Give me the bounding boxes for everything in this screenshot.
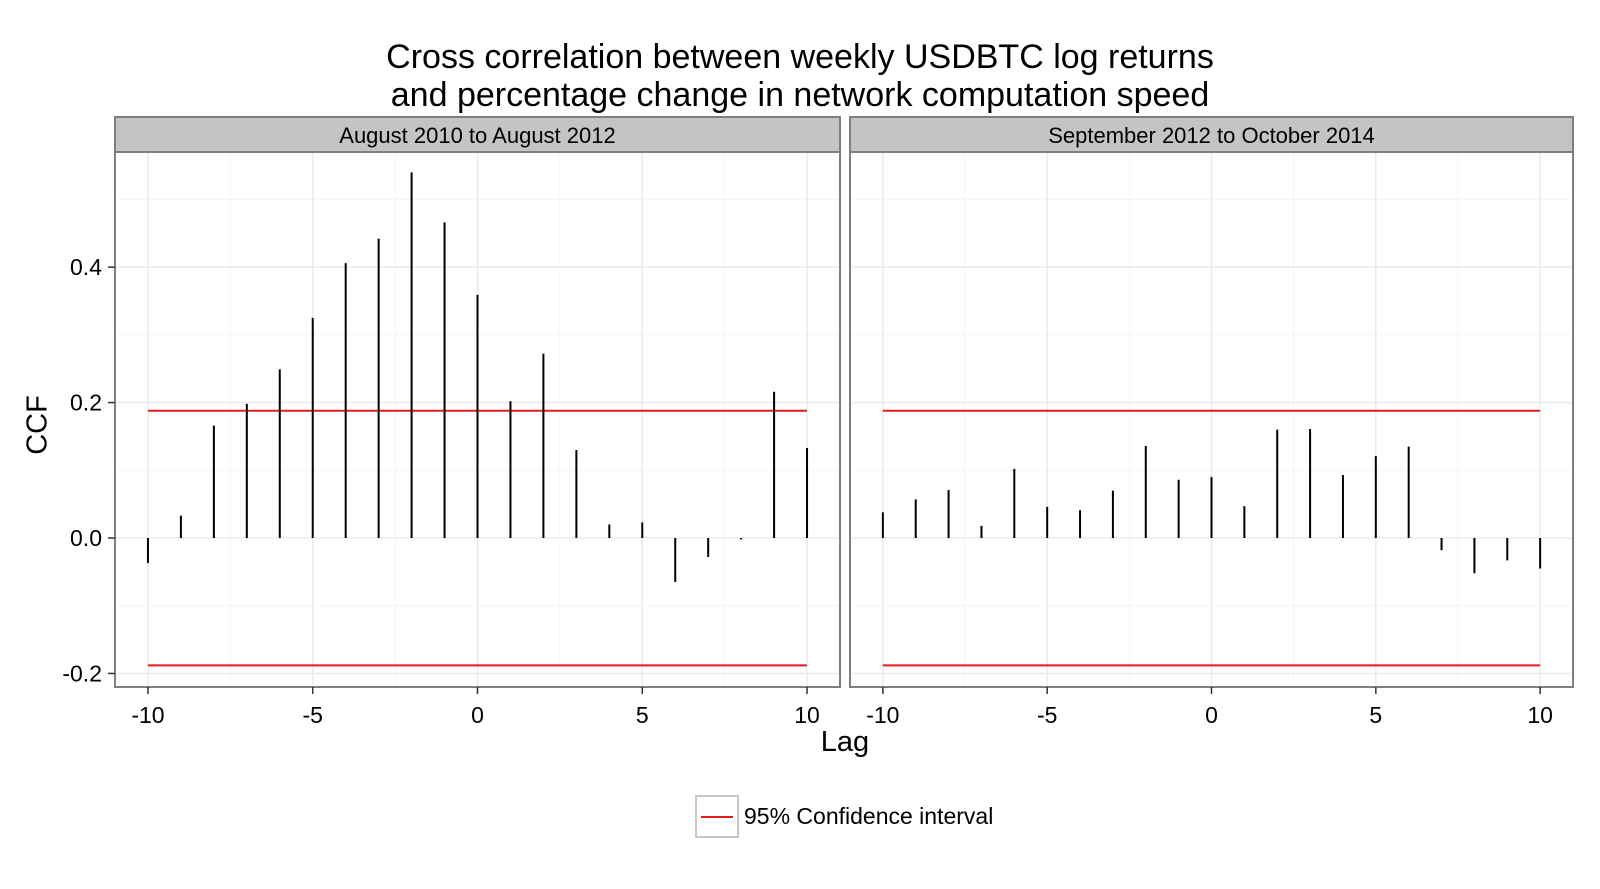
panel-2: September 2012 to October 2014 -10 -5 0 5 10 xyxy=(849,116,1574,728)
x-tick-label: -5 xyxy=(1037,702,1057,728)
x-tick-label: 0 xyxy=(471,702,484,728)
x-tick-label: -10 xyxy=(131,702,164,728)
legend-key xyxy=(695,795,739,838)
x-tick-label: 10 xyxy=(1527,702,1553,728)
legend-line-swatch xyxy=(701,816,733,818)
y-tick-label: -0.2 xyxy=(62,660,102,686)
legend-label: 95% Confidence interval xyxy=(744,803,994,829)
y-axis-label-text: CCF xyxy=(21,395,54,455)
chart-title-line-1: Cross correlation between weekly USDBTC … xyxy=(386,38,1214,76)
x-tick-label: 10 xyxy=(794,702,820,728)
panel-strip-label: August 2010 to August 2012 xyxy=(339,123,615,148)
y-tick-label: 0.2 xyxy=(70,390,102,416)
x-tick-label: -5 xyxy=(303,702,323,728)
y-tick-label: 0.4 xyxy=(70,254,102,280)
chart-title-line-2: and percentage change in network computa… xyxy=(390,76,1210,114)
panel-1: August 2010 to August 2012 -10 -5 0 5 10 xyxy=(114,116,841,728)
x-tick-label: 5 xyxy=(636,702,649,728)
x-axis-label: Lag xyxy=(820,726,870,758)
x-tick-label: 0 xyxy=(1205,702,1218,728)
y-axis: -0.2 0.0 0.2 0.4 xyxy=(62,254,115,686)
y-axis-label: CCF xyxy=(18,395,58,455)
x-tick-label: 5 xyxy=(1369,702,1382,728)
panel-strip xyxy=(849,116,1574,153)
panel-strip-label: September 2012 to October 2014 xyxy=(1048,123,1375,148)
y-tick-label: 0.0 xyxy=(70,525,102,551)
x-tick-label: -10 xyxy=(866,702,899,728)
